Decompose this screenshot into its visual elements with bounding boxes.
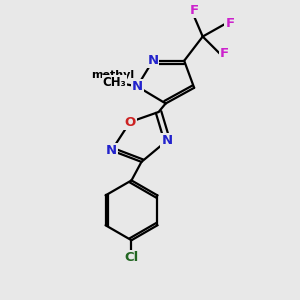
Text: F: F: [226, 17, 235, 30]
Text: N: N: [161, 134, 173, 147]
Text: CH₃: CH₃: [103, 76, 126, 88]
Text: Cl: Cl: [124, 251, 139, 264]
Text: O: O: [124, 116, 136, 128]
Text: F: F: [190, 4, 199, 16]
Text: N: N: [147, 54, 158, 67]
Text: N: N: [132, 80, 143, 93]
Text: methyl: methyl: [92, 70, 134, 80]
Text: F: F: [220, 47, 229, 60]
Text: N: N: [106, 144, 117, 157]
